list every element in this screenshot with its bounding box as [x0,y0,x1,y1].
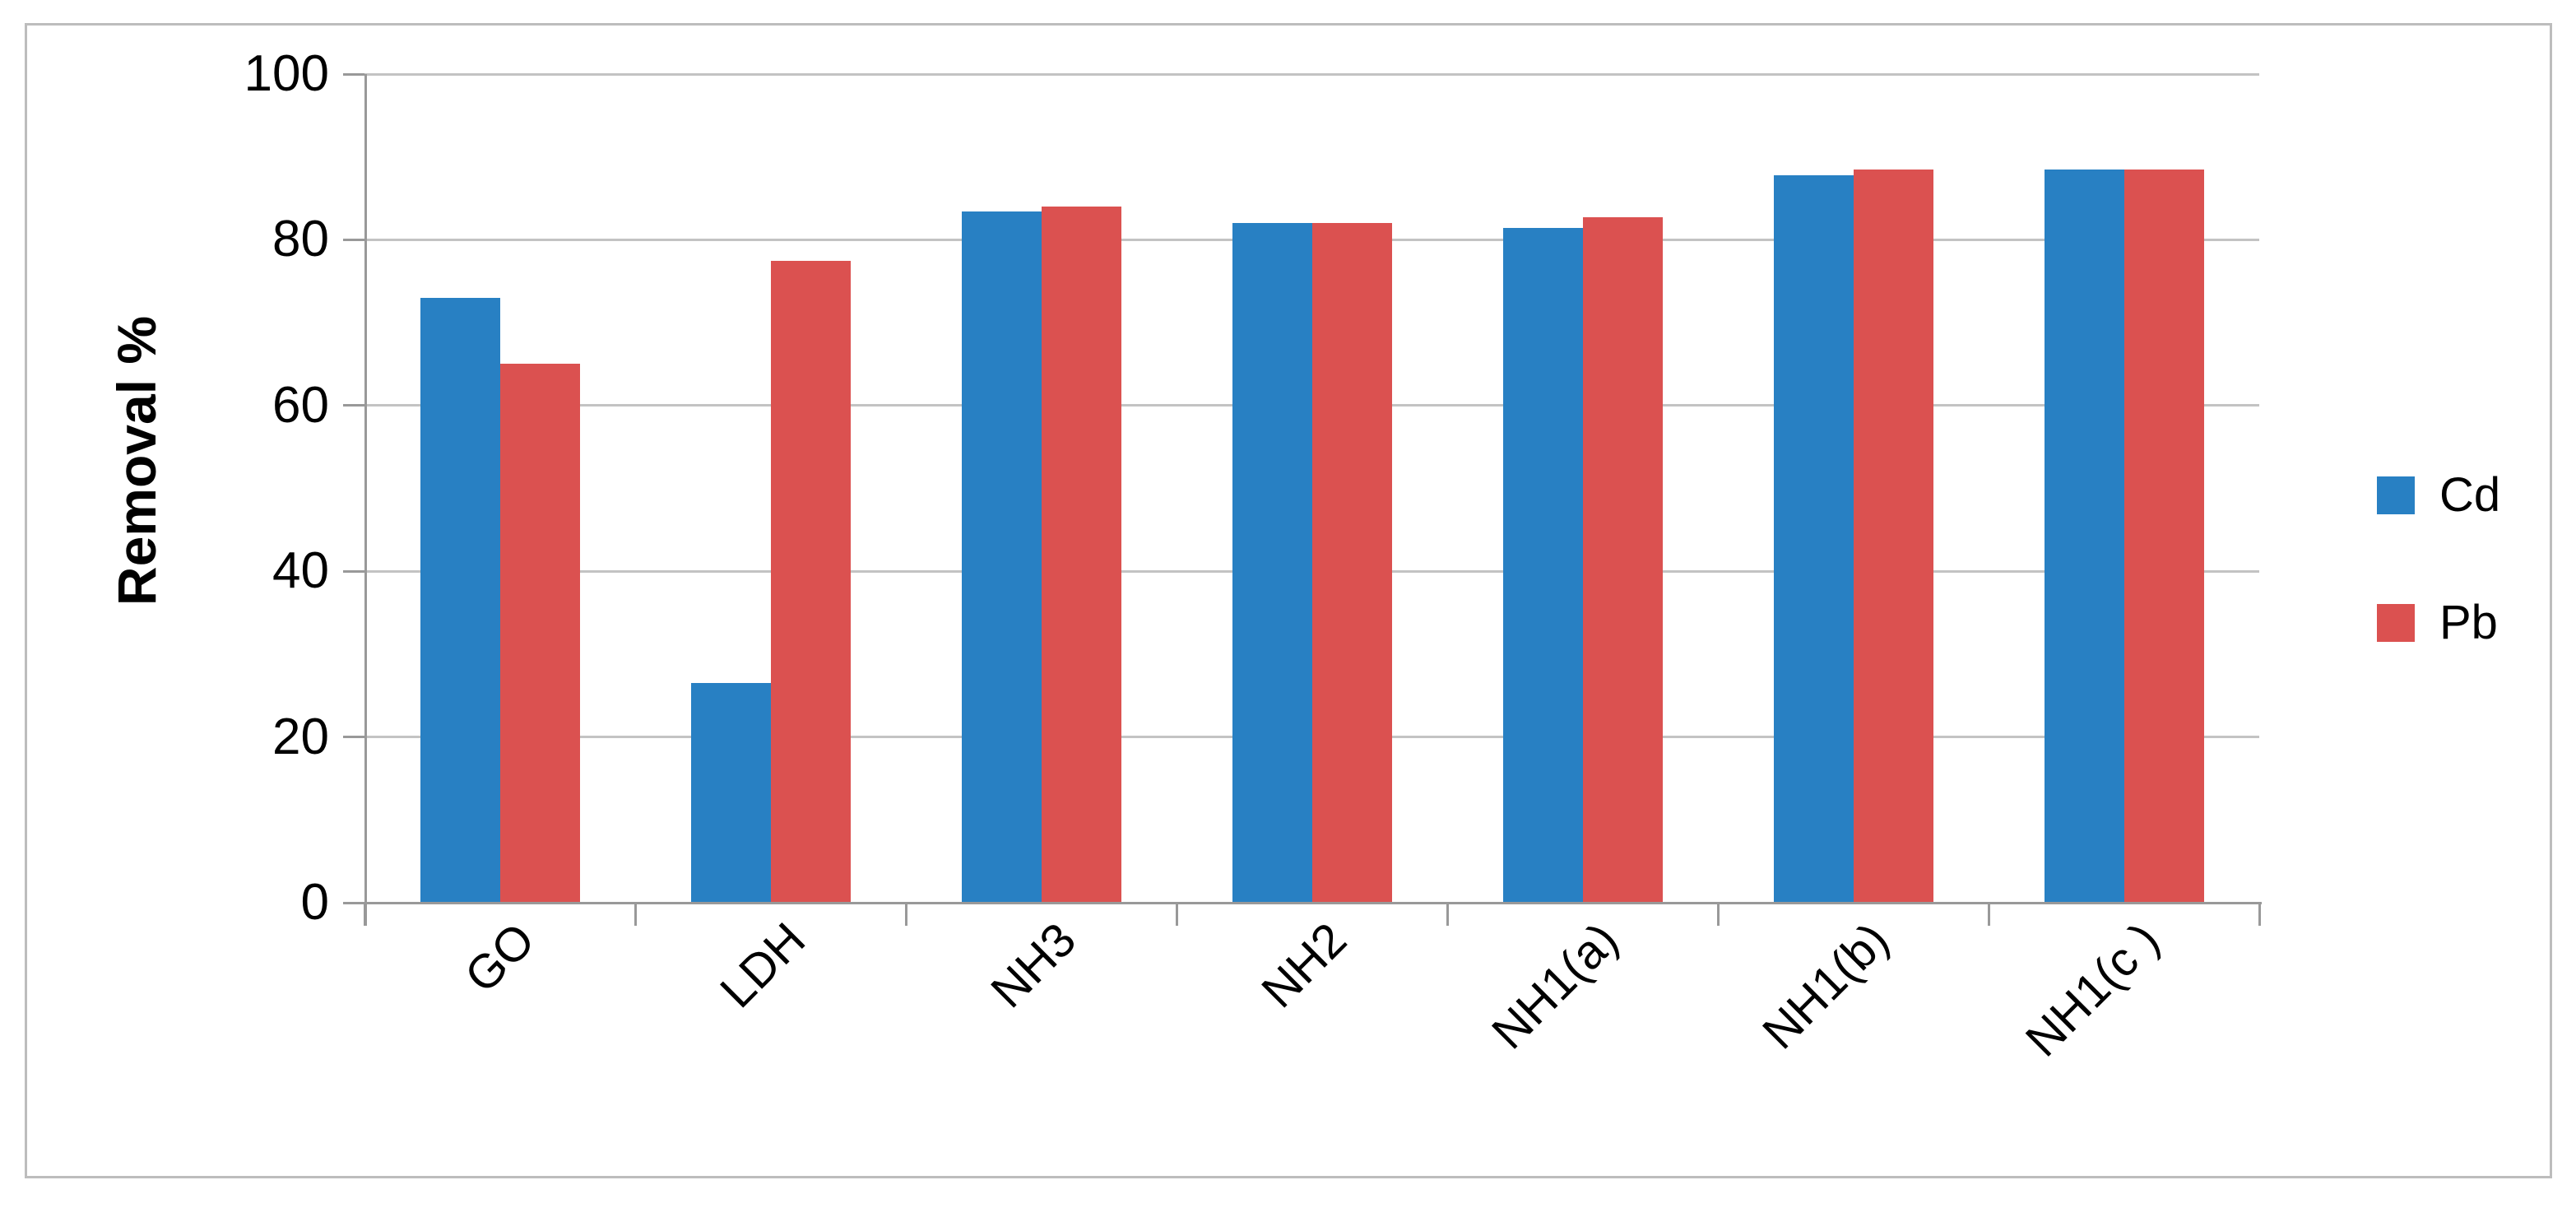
y-tick-label-100: 100 [244,45,329,102]
legend-item-pb: Pb [2377,599,2498,647]
legend-item-cd: Cd [2377,472,2500,519]
x-tick-3 [1175,903,1178,926]
bar-pb-GO [499,364,580,903]
bar-cd-NH2 [1232,223,1312,903]
x-tick-7 [2258,903,2261,926]
gridline-100 [364,72,2259,76]
x-tick-6 [1987,903,1990,926]
bar-pb-NH1(a) [1582,217,1663,903]
y-tick-label-60: 60 [272,376,329,434]
bar-pb-NH3 [1041,207,1121,903]
y-tick-100 [343,72,364,76]
bar-cd-NH3 [961,211,1042,903]
x-tick-5 [1716,903,1720,926]
bar-pb-NH1(c ) [2123,169,2204,903]
y-tick-label-0: 0 [300,874,329,931]
bar-cd-NH1(c ) [2044,169,2124,903]
y-tick-0 [343,901,364,904]
bar-pb-LDH [770,260,851,903]
legend-label-cd: Cd [2439,468,2501,522]
y-tick-label-80: 80 [272,211,329,268]
y-tick-label-40: 40 [272,542,329,600]
cd-series-color-swatch-icon [2377,476,2415,514]
bar-cd-GO [420,297,500,903]
bar-cd-NH1(b) [1773,174,1854,903]
x-tick-0 [363,903,366,926]
x-tick-1 [634,903,637,926]
x-tick-2 [904,903,907,926]
legend-label-pb: Pb [2439,596,2498,649]
x-axis-line [364,901,2262,904]
y-tick-20 [343,736,364,739]
pb-series-color-swatch-icon [2377,604,2415,642]
y-tick-40 [343,569,364,573]
y-tick-60 [343,404,364,407]
bar-cd-LDH [690,683,771,903]
x-tick-4 [1446,903,1449,926]
bar-pb-NH1(b) [1853,169,1933,903]
y-tick-label-20: 20 [272,708,329,765]
y-tick-80 [343,238,364,241]
bar-cd-NH1(a) [1502,228,1583,903]
y-axis-line [364,74,367,926]
bar-pb-NH2 [1311,223,1392,903]
